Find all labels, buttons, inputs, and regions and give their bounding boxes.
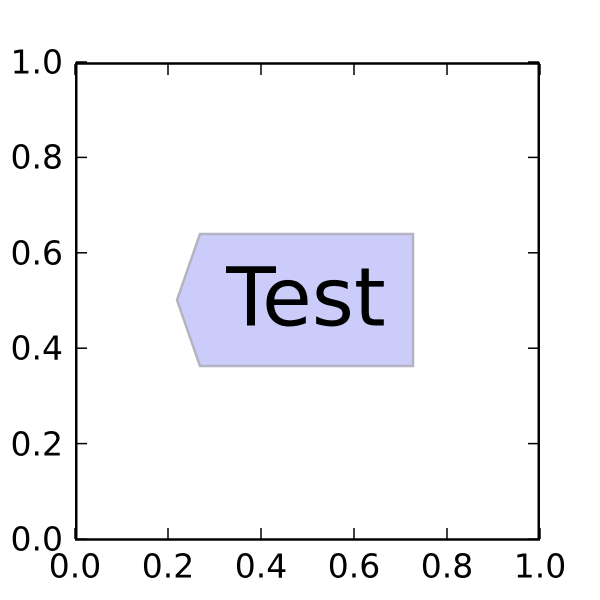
annotation-text: Test xyxy=(226,251,386,346)
x-tick-label: 0.8 xyxy=(420,546,474,586)
x-tick-label: 0.2 xyxy=(141,546,195,586)
x-tick-label: 0.4 xyxy=(234,546,288,586)
y-tick-label: 1.0 xyxy=(10,42,63,82)
x-ticks-bottom xyxy=(74,528,541,539)
y-tick-label: 0.4 xyxy=(10,328,63,368)
x-tick-label: 0.0 xyxy=(48,546,102,586)
y-tick-label: 0.0 xyxy=(10,519,63,559)
x-ticks-top xyxy=(74,64,541,75)
y-ticks-right xyxy=(528,61,539,540)
x-tick-label: 0.6 xyxy=(327,546,381,586)
annotation-arrow-box xyxy=(175,232,415,368)
y-tick-label: 0.6 xyxy=(10,233,63,273)
y-tick-label: 0.8 xyxy=(10,137,63,177)
y-ticks-left xyxy=(76,61,87,540)
axes-frame xyxy=(75,62,540,541)
y-tick-label: 0.2 xyxy=(10,424,63,464)
x-tick-label: 1.0 xyxy=(513,546,567,586)
